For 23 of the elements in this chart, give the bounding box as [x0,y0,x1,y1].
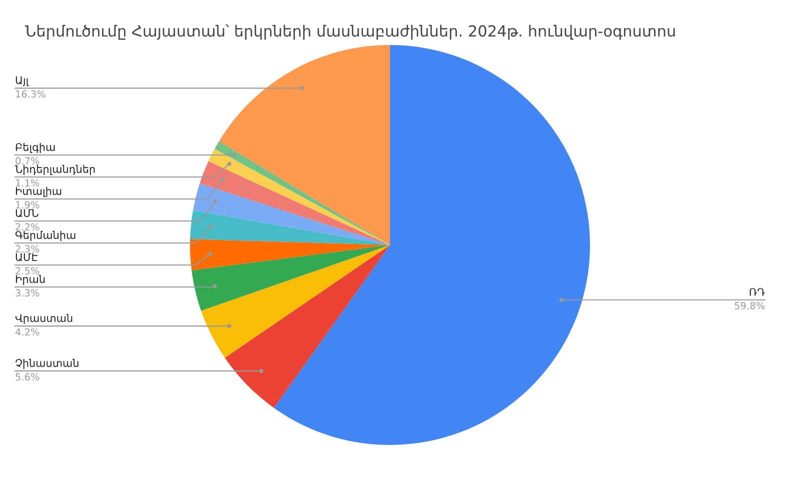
data-label: 1.1% [16,179,40,187]
slice-label: Նիդերլանդներ [15,164,95,175]
slice-label: ՌԴ [750,288,765,296]
chart-title: Ներմուծումը Հայաստան՝ երկրների մասնաբաժիններ. 2024թ. հունվար-օգոստոս [25,24,675,40]
slice-label: ԱՄԷ [16,253,38,262]
slice-label: Այլ [16,76,29,86]
data-label: 5.6% [16,373,40,380]
data-label: 4.2% [15,328,40,336]
slice-label: Գերմանիա [15,230,76,241]
data-label: 2.2% [16,223,40,231]
slice-label: Իրան [16,274,45,285]
data-label: 1.9% [16,201,40,209]
slice-label: Չինաստան [16,358,78,369]
data-label: 3.3% [16,289,40,297]
slice-label: Բելգիա [16,142,55,153]
data-label: 2.5% [16,267,40,275]
data-label: 2.3% [16,245,40,253]
data-label: 0.7% [16,157,40,165]
data-label: 16.3% [16,90,46,98]
slice-label: Իտալիա [16,186,62,197]
data-label: 59.8% [734,302,764,310]
slice-label: ԱՄՆ [16,209,38,218]
slice-label: Վրաստան [16,314,72,324]
